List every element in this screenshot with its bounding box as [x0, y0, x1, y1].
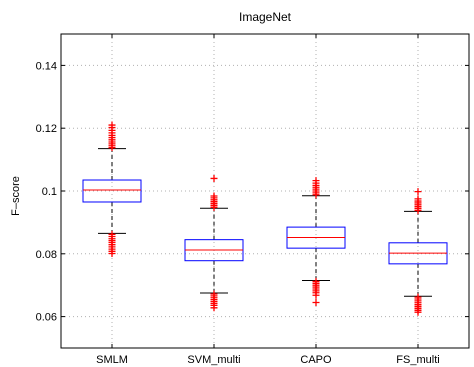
outlier-marker: [108, 121, 116, 129]
grid-layer: [61, 34, 469, 348]
y-axis-label: F–score: [10, 176, 22, 216]
y-tick-label: 0.1: [42, 186, 57, 198]
y-tick-label: 0.14: [36, 60, 57, 72]
outlier-marker: [210, 174, 218, 182]
box-group: [82, 121, 142, 257]
outlier-marker: [414, 308, 422, 316]
box-group: [286, 177, 346, 306]
box-layer: [82, 121, 448, 316]
outlier-marker: [108, 249, 116, 257]
y-tick-label: 0.06: [36, 312, 57, 324]
outlier-marker: [312, 298, 320, 306]
outlier-marker: [210, 192, 218, 200]
x-tick-label: CAPO: [300, 354, 332, 366]
box-group: [184, 174, 244, 312]
outlier-marker: [312, 177, 320, 185]
x-tick-label: SMLM: [96, 354, 128, 366]
y-tick-label: 0.08: [36, 249, 57, 261]
outlier-marker: [414, 188, 422, 196]
outlier-marker: [210, 304, 218, 312]
x-tick-label: SVM_multi: [187, 354, 240, 366]
outlier-marker: [312, 291, 320, 299]
chart-title: ImageNet: [239, 10, 292, 24]
x-tick-label: FS_multi: [396, 354, 439, 366]
box-iqr: [82, 179, 142, 203]
box-group: [388, 188, 448, 316]
axes-layer: 0.06 0.08 0.1 0.12 0.14 SMLM SVM_multi CAPO FS_m…: [36, 33, 470, 366]
y-tick-label: 0.12: [36, 123, 57, 135]
outlier-marker: [414, 195, 422, 203]
